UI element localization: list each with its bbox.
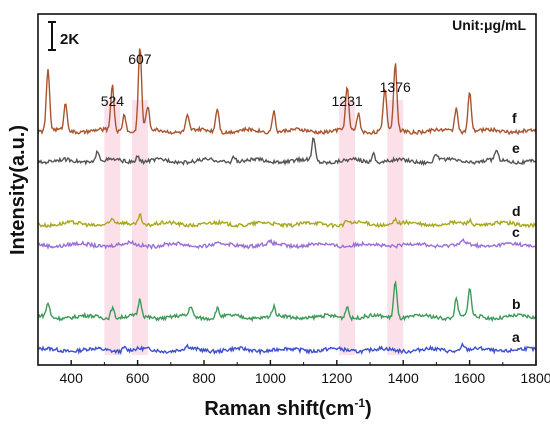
x-tick-label-600: 600 xyxy=(126,370,150,386)
plot-frame xyxy=(37,13,537,366)
scale-bar: 2K xyxy=(48,21,79,51)
peak-labels: 524 607 1231 1376 xyxy=(101,51,411,109)
x-axis-title-main: Raman shift(cm xyxy=(204,398,354,420)
trace-f xyxy=(37,48,537,136)
trace-b xyxy=(37,279,537,323)
spectrum-traces xyxy=(37,48,537,356)
highlight-band-1231 xyxy=(339,100,356,355)
axes xyxy=(37,13,537,366)
trace-a xyxy=(37,342,537,356)
trace-label-b: b xyxy=(512,296,521,312)
peak-label-607: 607 xyxy=(128,51,152,67)
scale-bar-label: 2K xyxy=(60,31,79,48)
x-tick-label-800: 800 xyxy=(192,370,216,386)
y-axis-title: Intensity(a.u.) xyxy=(7,125,29,255)
x-tick-label-1800: 1800 xyxy=(520,370,550,386)
trace-label-c: c xyxy=(512,224,520,240)
peak-label-1376: 1376 xyxy=(380,79,411,95)
unit-note: Unit:μg/mL xyxy=(452,17,526,33)
x-tick-label-1200: 1200 xyxy=(321,370,352,386)
x-axis-title-end: ) xyxy=(365,398,372,420)
highlight-band-1376 xyxy=(387,100,404,355)
trace-c xyxy=(37,237,537,251)
peak-label-524: 524 xyxy=(101,93,125,109)
highlight-band-524 xyxy=(104,100,121,355)
trace-labels: a b cd ef xyxy=(512,110,521,345)
x-tick-label-1000: 1000 xyxy=(255,370,286,386)
x-axis-ticks: 400 600 800 1000 1200 1400 1600 1800 xyxy=(37,360,550,386)
trace-d xyxy=(37,213,537,230)
x-axis-title-sup: -1 xyxy=(354,396,365,410)
trace-label-e: e xyxy=(512,140,520,156)
trace-label-d: d xyxy=(512,203,521,219)
x-tick-label-1400: 1400 xyxy=(388,370,419,386)
trace-label-f: f xyxy=(512,110,517,126)
x-axis-title: Raman shift(cm-1) xyxy=(204,396,371,420)
x-tick-label-400: 400 xyxy=(60,370,84,386)
trace-label-a: a xyxy=(512,329,520,345)
peak-label-1231: 1231 xyxy=(332,93,363,109)
x-tick-label-1600: 1600 xyxy=(454,370,485,386)
trace-e xyxy=(37,137,537,167)
